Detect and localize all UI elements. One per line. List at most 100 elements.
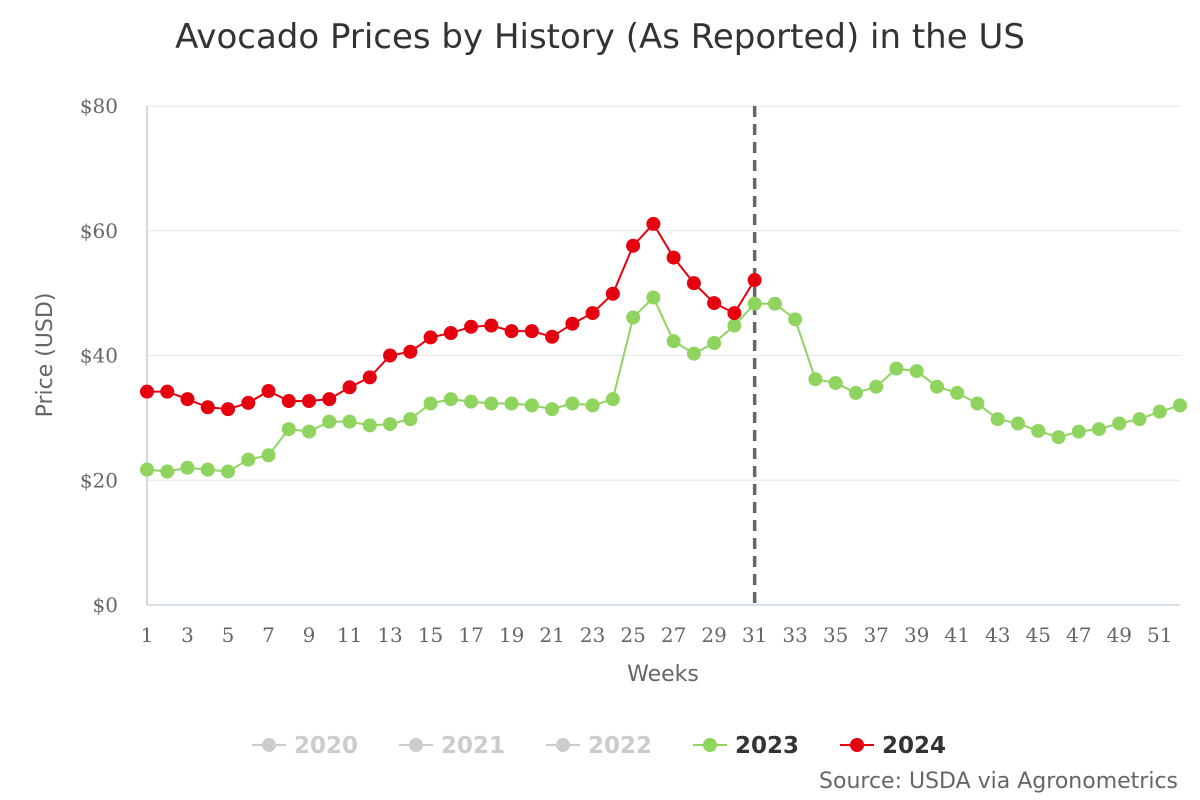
data-point-2024-week-7 xyxy=(261,384,276,399)
data-point-2024-week-3 xyxy=(180,392,195,407)
data-point-2024-week-14 xyxy=(403,344,418,359)
data-point-2024-week-25 xyxy=(626,238,641,253)
legend-marker-2022 xyxy=(556,738,570,752)
x-tick-label-45: 45 xyxy=(1025,623,1050,647)
data-point-2023-week-10 xyxy=(322,414,337,429)
x-tick-label-27: 27 xyxy=(661,623,686,647)
x-tick-label-51: 51 xyxy=(1147,623,1172,647)
data-point-2023-week-14 xyxy=(403,412,418,427)
legend-item-2021[interactable]: 2021 xyxy=(399,733,505,759)
data-point-2023-week-16 xyxy=(443,392,458,407)
data-point-2023-week-17 xyxy=(464,394,479,409)
x-tick-label-1: 1 xyxy=(141,623,154,647)
data-point-2024-week-21 xyxy=(545,329,560,344)
x-tick-label-17: 17 xyxy=(458,623,483,647)
data-point-2023-week-12 xyxy=(362,418,377,433)
data-point-2024-week-18 xyxy=(484,318,499,333)
data-point-2024-week-17 xyxy=(464,319,479,334)
legend: 2020 2021 2022 2023 2024 xyxy=(252,733,946,759)
data-point-2023-week-41 xyxy=(950,385,965,400)
x-tick-label-11: 11 xyxy=(337,623,362,647)
data-point-2024-week-12 xyxy=(362,370,377,385)
data-point-2024-week-6 xyxy=(241,395,256,410)
x-tick-label-41: 41 xyxy=(944,623,969,647)
data-point-2023-week-24 xyxy=(605,392,620,407)
data-point-2023-week-51 xyxy=(1152,404,1167,419)
data-point-2023-week-36 xyxy=(848,385,863,400)
data-point-2024-week-4 xyxy=(200,400,215,415)
data-point-2023-week-26 xyxy=(646,290,661,305)
y-tick-label-60: $60 xyxy=(80,219,118,243)
x-tick-label-49: 49 xyxy=(1107,623,1132,647)
data-point-2024-week-24 xyxy=(605,286,620,301)
series-line-2023 xyxy=(146,295,1181,473)
data-point-2024-week-31 xyxy=(747,273,762,288)
y-tick-label-20: $20 xyxy=(80,468,118,492)
data-point-2024-week-29 xyxy=(707,296,722,311)
data-point-2024-week-30 xyxy=(727,306,742,321)
data-point-2023-week-47 xyxy=(1071,424,1086,439)
data-point-2023-week-28 xyxy=(686,346,701,361)
data-point-2024-week-11 xyxy=(342,380,357,395)
legend-label-2022: 2022 xyxy=(588,733,652,759)
data-point-2024-week-15 xyxy=(423,330,438,345)
legend-marker-2023 xyxy=(703,738,717,752)
data-point-2023-week-19 xyxy=(504,396,519,411)
x-tick-label-47: 47 xyxy=(1066,623,1091,647)
legend-label-2023: 2023 xyxy=(735,733,799,759)
data-point-2023-week-42 xyxy=(970,396,985,411)
legend-label-2020: 2020 xyxy=(294,733,358,759)
legend-item-2020[interactable]: 2020 xyxy=(252,733,358,759)
legend-label-2021: 2021 xyxy=(441,733,505,759)
data-point-2023-week-5 xyxy=(221,464,236,479)
data-point-2023-week-23 xyxy=(585,398,600,413)
data-point-2024-week-5 xyxy=(221,402,236,417)
data-point-2024-week-2 xyxy=(160,384,175,399)
data-point-2023-week-35 xyxy=(828,375,843,390)
x-axis-title: Weeks xyxy=(627,662,699,687)
series-2024 xyxy=(140,216,762,417)
data-point-2024-week-28 xyxy=(686,276,701,291)
series-layer xyxy=(140,216,1187,479)
data-point-2023-week-45 xyxy=(1031,423,1046,438)
x-tick-label-35: 35 xyxy=(823,623,848,647)
legend-item-2022[interactable]: 2022 xyxy=(546,733,652,759)
x-tick-label-23: 23 xyxy=(580,623,605,647)
data-point-2024-week-8 xyxy=(281,394,296,409)
data-point-2024-week-10 xyxy=(322,392,337,407)
data-point-2023-week-30 xyxy=(727,318,742,333)
data-point-2023-week-2 xyxy=(160,464,175,479)
data-point-2023-week-37 xyxy=(869,379,884,394)
data-point-2023-week-43 xyxy=(990,412,1005,427)
data-point-2023-week-1 xyxy=(140,462,154,477)
x-tick-label-37: 37 xyxy=(863,623,888,647)
data-point-2023-week-9 xyxy=(302,424,317,439)
legend-label-2024: 2024 xyxy=(882,733,946,759)
data-point-2024-week-16 xyxy=(443,326,458,341)
data-point-2023-week-52 xyxy=(1173,398,1187,413)
series-2023 xyxy=(140,290,1187,479)
x-tick-label-19: 19 xyxy=(499,623,524,647)
axes: $0$20$40$60$801 3 5 7 9 11 13 15 17 19 21 23 25 27 29 3… xyxy=(80,94,1180,647)
source-note: Source: USDA via Agronometrics xyxy=(819,769,1178,794)
x-tick-label-9: 9 xyxy=(303,623,316,647)
x-tick-label-29: 29 xyxy=(701,623,726,647)
legend-item-2023[interactable]: 2023 xyxy=(693,733,799,759)
data-point-2024-week-9 xyxy=(302,394,317,409)
legend-item-2024[interactable]: 2024 xyxy=(840,733,946,759)
data-point-2023-week-7 xyxy=(261,448,276,463)
x-tick-label-31: 31 xyxy=(742,623,767,647)
y-tick-label-40: $40 xyxy=(80,344,118,368)
legend-marker-2021 xyxy=(409,738,423,752)
data-point-2023-week-4 xyxy=(200,462,215,477)
x-tick-label-13: 13 xyxy=(377,623,402,647)
data-point-2023-week-49 xyxy=(1112,416,1127,431)
x-tick-label-43: 43 xyxy=(985,623,1010,647)
data-point-2023-week-15 xyxy=(423,396,438,411)
data-point-2023-week-21 xyxy=(545,402,560,417)
data-point-2023-week-33 xyxy=(788,312,803,327)
data-point-2024-week-19 xyxy=(504,324,519,339)
data-point-2023-week-20 xyxy=(524,398,539,413)
data-point-2023-week-32 xyxy=(767,296,782,311)
